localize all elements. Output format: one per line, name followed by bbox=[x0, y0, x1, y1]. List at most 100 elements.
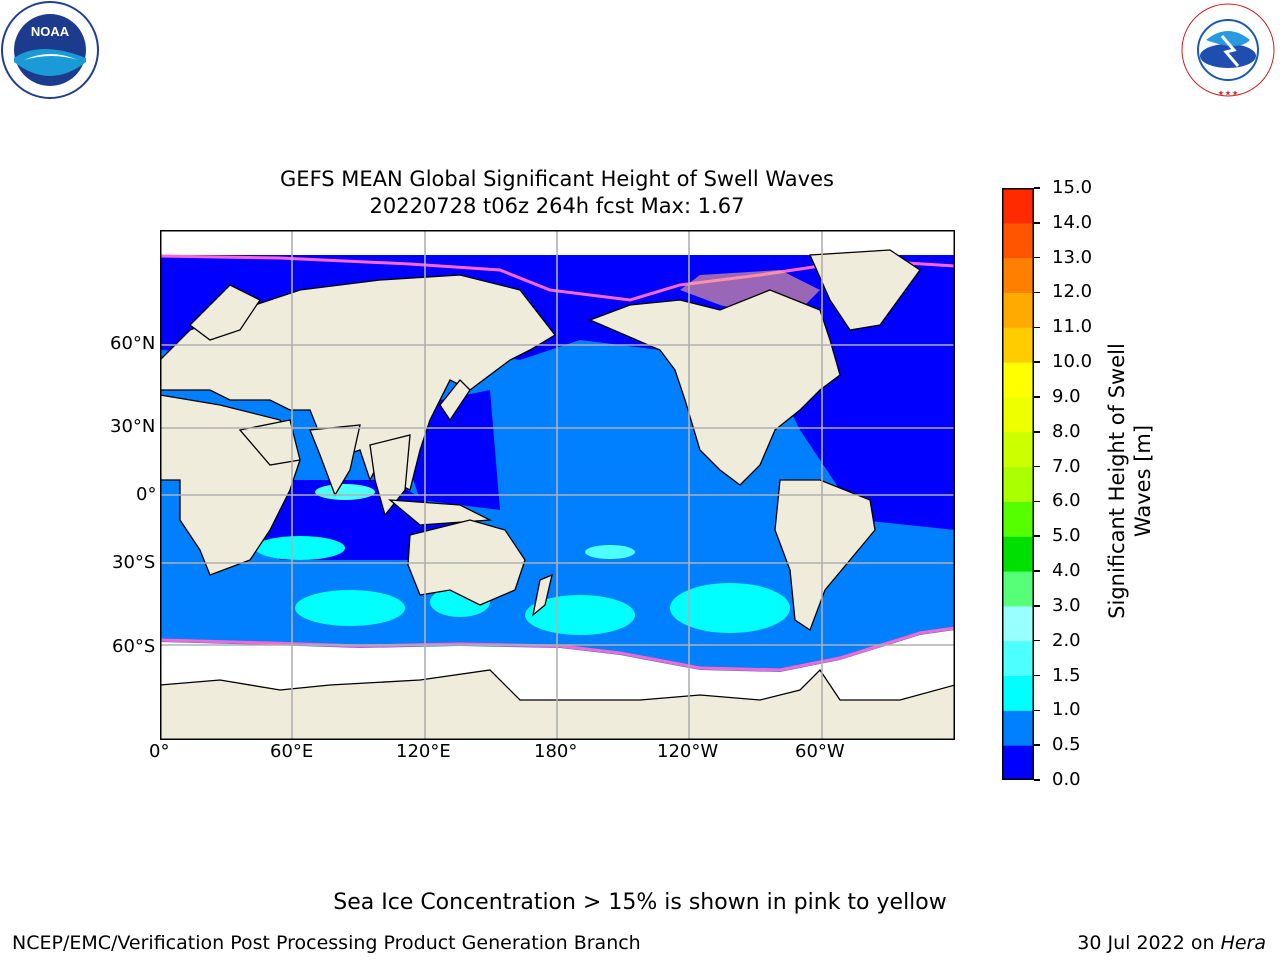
colorbar-segment bbox=[1002, 362, 1034, 398]
colorbar-tick-label: 10.0 bbox=[1052, 351, 1093, 373]
swell-patch bbox=[585, 545, 635, 559]
colorbar-segment bbox=[1002, 396, 1034, 433]
colorbar-segment bbox=[1002, 675, 1034, 711]
footer-left: NCEP/EMC/Verification Post Processing Pr… bbox=[12, 932, 641, 954]
lat-label-60s: 60°S bbox=[112, 636, 156, 657]
colorbar bbox=[1002, 188, 1034, 780]
plot-title-line1: GEFS MEAN Global Significant Height of S… bbox=[280, 167, 834, 191]
colorbar-svg bbox=[1002, 188, 1034, 780]
colorbar-tick-label: 6.0 bbox=[1052, 490, 1081, 512]
land-south-america bbox=[774, 479, 876, 631]
colorbar-tick-mark bbox=[1034, 396, 1040, 398]
land-arabia bbox=[238, 419, 301, 466]
map-panel bbox=[160, 230, 955, 740]
sea-ice-edge-north bbox=[160, 254, 955, 302]
swell-patch bbox=[525, 595, 635, 635]
colorbar-segment bbox=[1002, 222, 1034, 259]
lon-label-180: 180° bbox=[534, 741, 578, 762]
colorbar-segment bbox=[1002, 327, 1034, 363]
colorbar-tick-label: 7.0 bbox=[1052, 455, 1081, 477]
land bbox=[160, 249, 955, 740]
land-north-america bbox=[588, 289, 841, 486]
colorbar-frame bbox=[1002, 188, 1034, 780]
land-new-zealand bbox=[532, 573, 553, 617]
colorbar-tick-label: 1.0 bbox=[1052, 699, 1081, 721]
colorbar-tick-mark bbox=[1034, 744, 1040, 746]
colorbar-tick-mark bbox=[1034, 500, 1040, 503]
swell-patch bbox=[670, 583, 790, 633]
lat-label-eq: 0° bbox=[136, 484, 157, 505]
colorbar-tick-mark bbox=[1034, 291, 1040, 294]
colorbar-tick-mark bbox=[1034, 326, 1040, 329]
colorbar-segment bbox=[1002, 257, 1034, 293]
colorbar-tick-mark bbox=[1034, 431, 1040, 433]
land-greenland bbox=[809, 249, 921, 331]
colorbar-segment bbox=[1002, 501, 1034, 537]
colorbar-segment bbox=[1002, 710, 1034, 746]
lon-label-120w: 120°W bbox=[657, 741, 719, 762]
lon-label-60e: 60°E bbox=[270, 741, 314, 762]
swell-patch bbox=[315, 484, 375, 500]
lon-label-120e: 120°E bbox=[396, 741, 451, 762]
nws-logo-icon: ★ ★ ★ bbox=[1181, 3, 1275, 97]
colorbar-tick-mark bbox=[1034, 187, 1040, 189]
colorbar-tick-label: 1.5 bbox=[1052, 664, 1081, 686]
colorbar-tick-mark bbox=[1034, 256, 1040, 259]
colorbar-tick-label: 5.0 bbox=[1052, 525, 1081, 547]
colorbar-segment bbox=[1002, 605, 1034, 642]
plot-title-line2: 20220728 t06z 264h fcst Max: 1.67 bbox=[369, 194, 745, 218]
map-svg bbox=[160, 230, 955, 740]
lat-label-30s: 30°S bbox=[112, 552, 156, 573]
noaa-logo: NOAA bbox=[0, 0, 104, 100]
colorbar-tick-mark bbox=[1034, 570, 1040, 572]
colorbar-tick-label: 4.0 bbox=[1052, 560, 1081, 582]
colorbar-segment bbox=[1002, 571, 1034, 607]
land-japan bbox=[439, 379, 471, 422]
map-frame bbox=[160, 230, 955, 740]
colorbar-label-line1: Significant Height of Swell bbox=[1105, 343, 1129, 619]
colorbar-tick-label: 13.0 bbox=[1052, 246, 1093, 268]
colorbar-tick-mark bbox=[1034, 361, 1040, 363]
land-indonesia bbox=[388, 499, 493, 526]
colorbar-tick-label: 3.0 bbox=[1052, 594, 1081, 616]
colorbar-segment bbox=[1002, 536, 1034, 572]
footer-date: 30 Jul 2022 on bbox=[1077, 932, 1221, 954]
nws-logo: ★ ★ ★ bbox=[1178, 0, 1278, 100]
land-scandinavia bbox=[189, 284, 261, 341]
colorbar-tick-mark bbox=[1034, 535, 1040, 537]
footer-right: 30 Jul 2022 on Hera bbox=[1077, 932, 1266, 954]
colorbar-segment bbox=[1002, 745, 1034, 780]
colorbar-tick-label: 0.5 bbox=[1052, 734, 1081, 756]
colorbar-tick-label: 12.0 bbox=[1052, 281, 1093, 303]
colorbar-tick-label: 9.0 bbox=[1052, 385, 1081, 407]
colorbar-label-line2: Waves [m] bbox=[1131, 424, 1155, 538]
colorbar-tick-mark bbox=[1034, 605, 1040, 607]
colorbar-tick-mark bbox=[1034, 674, 1040, 677]
land-india bbox=[309, 424, 361, 497]
lon-label-60w: 60°W bbox=[795, 741, 845, 762]
graticule bbox=[160, 230, 955, 740]
colorbar-tick-label: 2.0 bbox=[1052, 629, 1081, 651]
colorbar-tick-mark bbox=[1034, 639, 1040, 642]
lon-label-0: 0° bbox=[149, 741, 170, 762]
colorbar-tick-label: 0.0 bbox=[1052, 769, 1081, 790]
noaa-logo-text: NOAA bbox=[31, 24, 70, 39]
colorbar-segment bbox=[1002, 431, 1034, 468]
swell-patch bbox=[295, 590, 405, 626]
colorbar-segment bbox=[1002, 640, 1034, 677]
sea-ice-note: Sea Ice Concentration > 15% is shown in … bbox=[333, 890, 947, 915]
colorbar-tick-mark bbox=[1034, 709, 1040, 712]
colorbar-tick-mark bbox=[1034, 222, 1040, 224]
colorbar-segment bbox=[1002, 188, 1034, 224]
colorbar-tick-label: 11.0 bbox=[1052, 316, 1093, 338]
noaa-logo-icon: NOAA bbox=[1, 1, 99, 99]
colorbar-tick-mark bbox=[1034, 465, 1040, 468]
colorbar-tick-mark bbox=[1034, 779, 1040, 781]
colorbar-segment bbox=[1002, 466, 1034, 502]
nws-logo-text: ★ ★ ★ bbox=[1218, 90, 1238, 97]
colorbar-segment bbox=[1002, 292, 1034, 328]
footer-host: Hera bbox=[1220, 932, 1266, 954]
lat-label-60n: 60°N bbox=[110, 333, 156, 354]
lat-label-30n: 30°N bbox=[110, 416, 156, 437]
swell-patch bbox=[255, 536, 345, 560]
